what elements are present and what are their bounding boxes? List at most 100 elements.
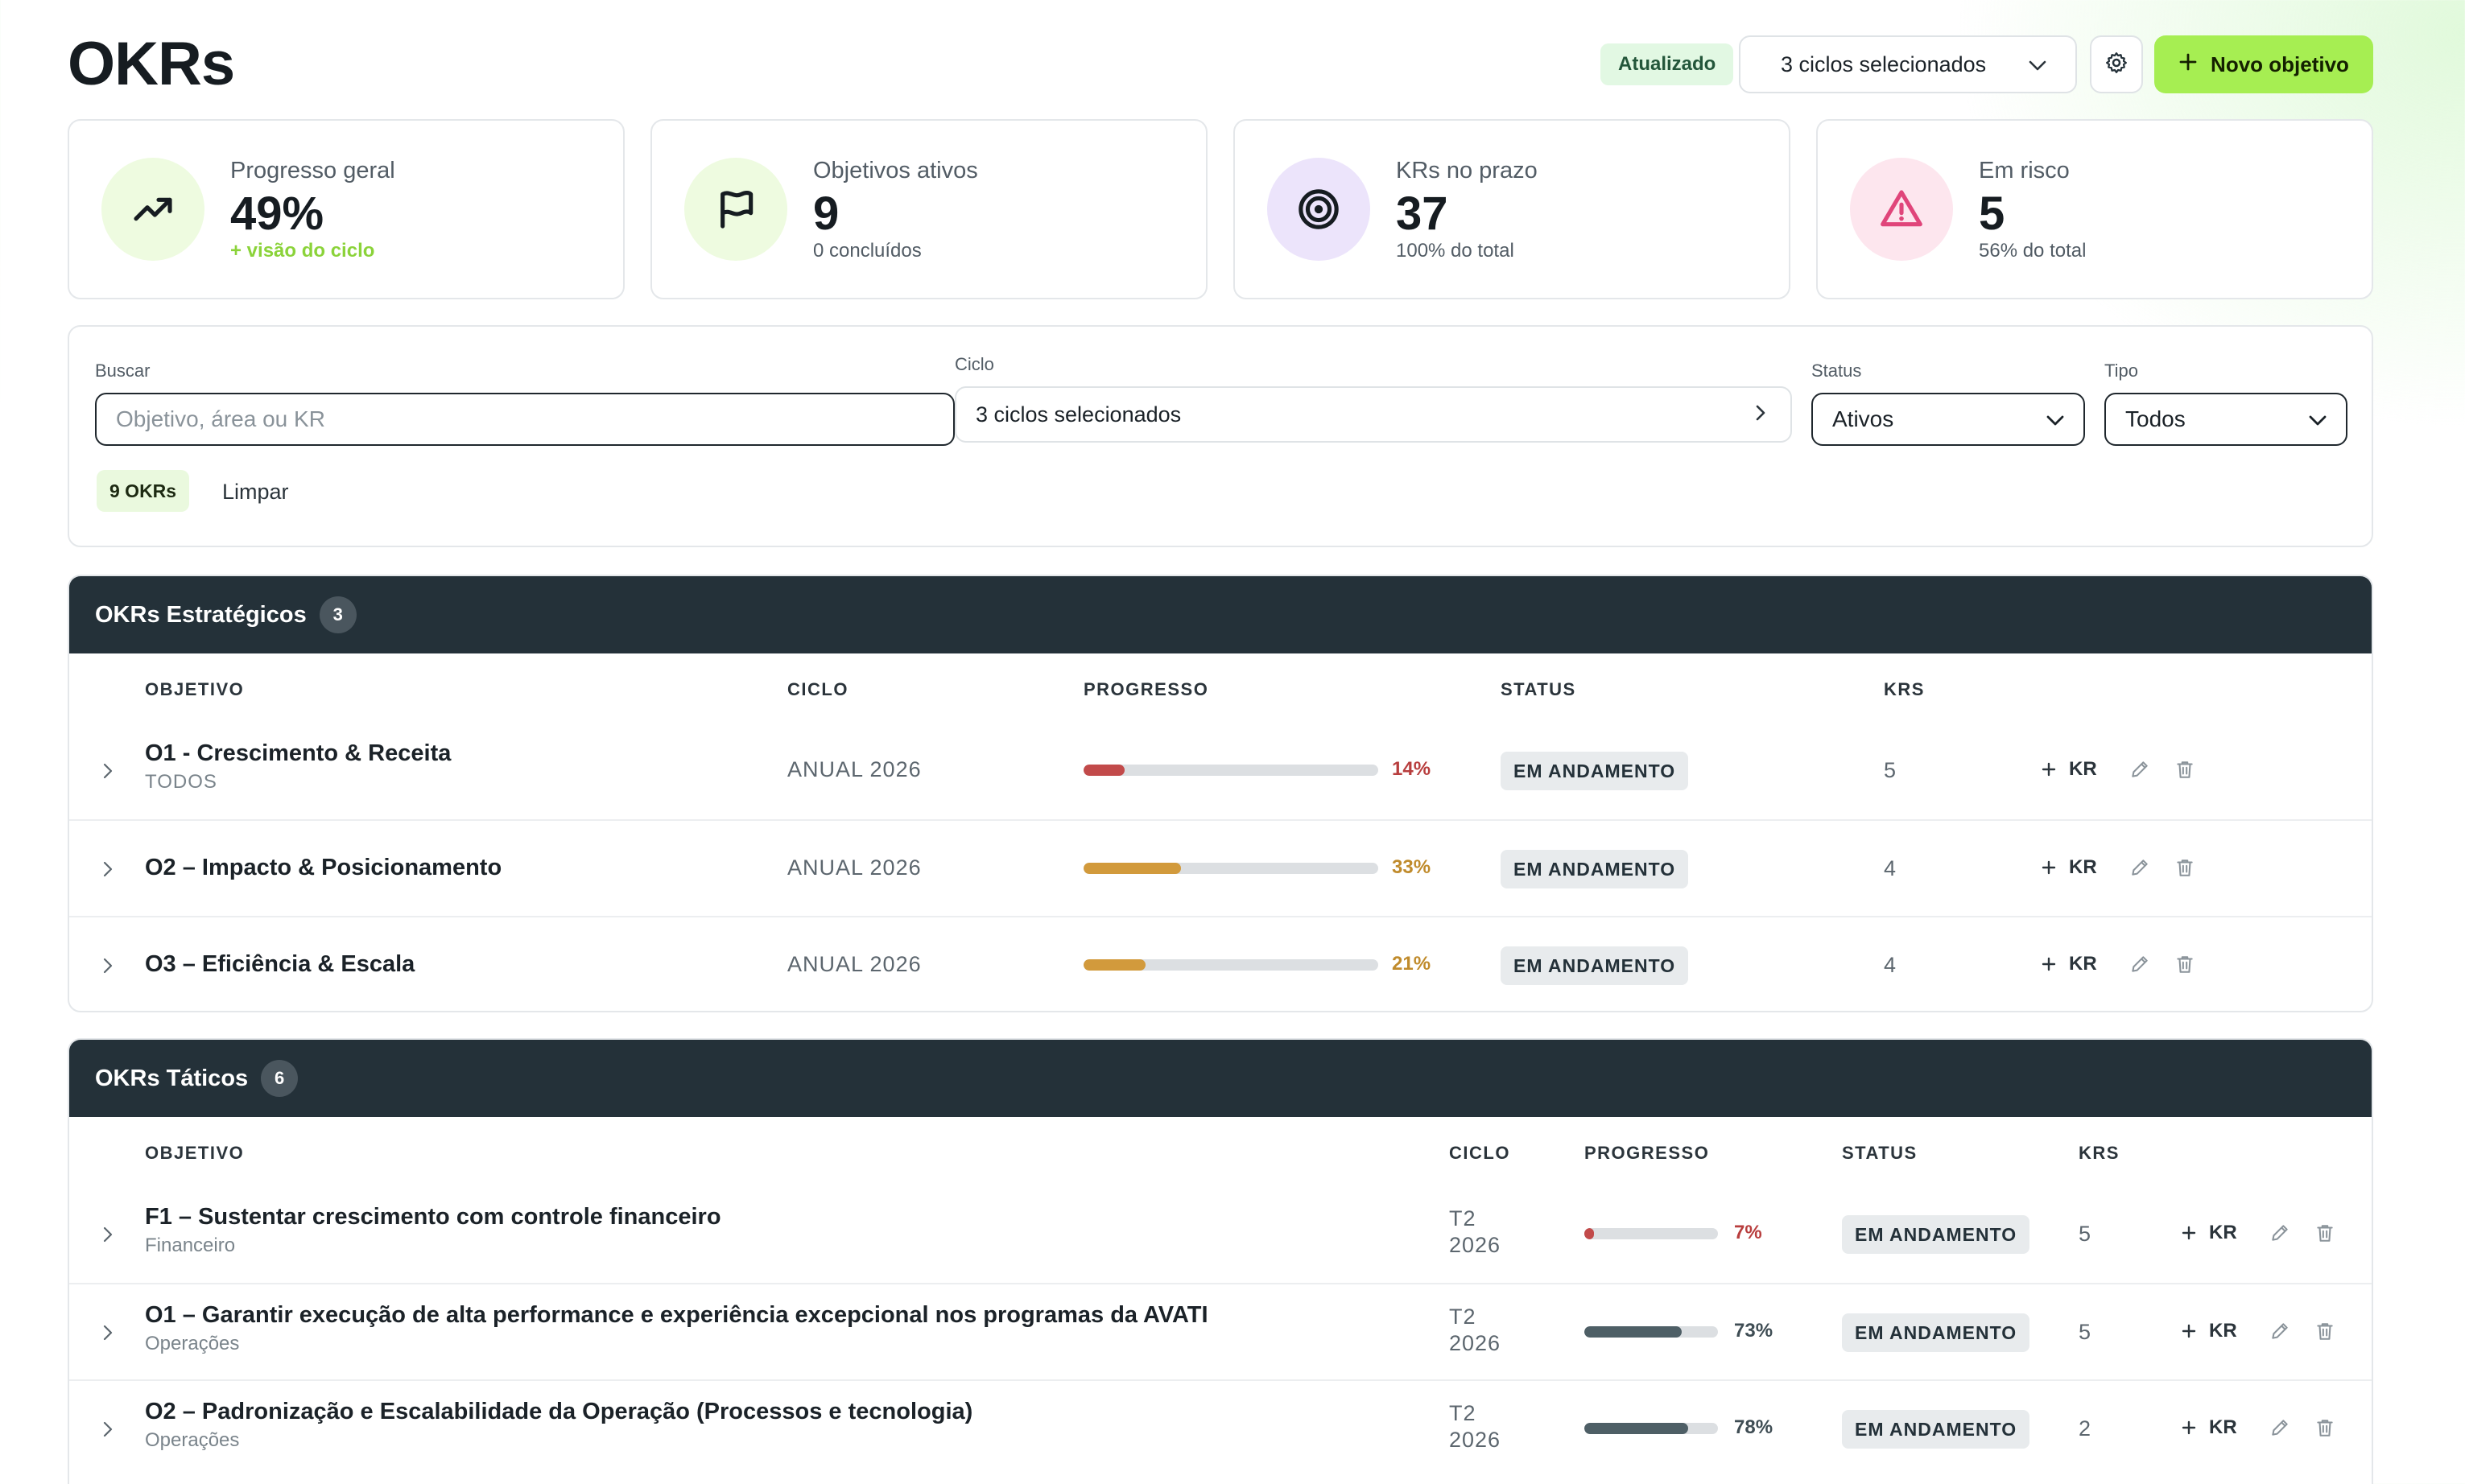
progress-label: 73% [1734, 1320, 1773, 1342]
objective-cycle: T2 2026 [1449, 1206, 1501, 1259]
status-badge: EM ANDAMENTO [1842, 1313, 2030, 1352]
plus-icon [2182, 1226, 2196, 1240]
progress-bar [1584, 1326, 1718, 1338]
col-objective: OBJETIVO [145, 1143, 245, 1163]
objective-cycle: ANUAL 2026 [787, 757, 922, 781]
trash-icon[interactable] [2312, 1318, 2338, 1344]
settings-button[interactable] [2090, 35, 2143, 93]
trash-icon[interactable] [2172, 951, 2198, 977]
clear-filters-button[interactable]: Limpar [222, 480, 289, 504]
kr-count: 5 [2079, 1320, 2091, 1344]
add-kr-label: KR [2069, 758, 2097, 780]
table-row[interactable]: O1 - Crescimento & Receita TODOS ANUAL 2… [69, 723, 2372, 819]
type-select-value: Todos [2125, 406, 2186, 431]
edit-icon[interactable] [2267, 1415, 2293, 1441]
kr-count: 4 [1884, 856, 1897, 880]
table-row[interactable]: O2 – Padronização e Escalabilidade da Op… [69, 1379, 2372, 1476]
chevron-right-icon[interactable] [98, 858, 118, 880]
strategic-okrs-section: OKRs Estratégicos 3 OBJETIVO CICLO PROGR… [68, 575, 2373, 1012]
warning-icon [1850, 158, 1953, 261]
progress-label: 33% [1392, 856, 1431, 878]
objective-area: Operações [145, 1429, 240, 1451]
add-kr-label: KR [2209, 1416, 2237, 1438]
col-cycle: CICLO [787, 679, 849, 699]
chevron-right-icon[interactable] [98, 954, 118, 977]
table-row[interactable]: F1 – Sustentar crescimento com controle … [69, 1186, 2372, 1283]
cycle-year: 2026 [1449, 1428, 1501, 1452]
type-select[interactable]: Todos [2104, 393, 2347, 446]
edit-icon[interactable] [2127, 855, 2153, 880]
new-objective-label: Novo objetivo [2211, 52, 2349, 76]
kr-count: 4 [1884, 953, 1897, 977]
col-krs: KRS [1884, 679, 1925, 699]
stat-sub: 56% do total [1979, 240, 2087, 262]
table-row[interactable]: O3 – Eficiência & Escala ANUAL 2026 21% … [69, 916, 2372, 1011]
plus-icon [2182, 1420, 2196, 1435]
chevron-right-icon[interactable] [98, 1321, 118, 1344]
table-row[interactable]: O2 – Impacto & Posicionamento ANUAL 2026… [69, 819, 2372, 916]
chevron-right-icon[interactable] [98, 1418, 118, 1441]
section-header: OKRs Estratégicos 3 [69, 576, 2372, 653]
edit-icon[interactable] [2267, 1220, 2293, 1246]
status-badge: EM ANDAMENTO [1501, 752, 1689, 790]
trash-icon[interactable] [2312, 1415, 2338, 1441]
objective-name[interactable]: O1 – Garantir execução de alta performan… [145, 1302, 1208, 1328]
stat-sub-link[interactable]: + visão do ciclo [230, 240, 375, 262]
add-kr-button[interactable]: KR [2182, 1320, 2237, 1342]
stat-card-active-objectives: Objetivos ativos 9 0 concluídos [650, 119, 1208, 299]
stat-card-overall-progress: Progresso geral 49% + visão do ciclo [68, 119, 625, 299]
add-kr-label: KR [2069, 856, 2097, 878]
stat-sub: 0 concluídos [813, 240, 922, 262]
page-title: OKRs [68, 30, 235, 98]
trash-icon[interactable] [2312, 1220, 2338, 1246]
edit-icon[interactable] [2267, 1318, 2293, 1344]
add-kr-button[interactable]: KR [2042, 856, 2097, 879]
col-progress: PROGRESSO [1084, 679, 1209, 699]
objective-cycle: T2 2026 [1449, 1400, 1501, 1453]
progress-bar [1584, 1228, 1718, 1239]
progress-bar [1084, 765, 1378, 776]
cycle-filter[interactable]: 3 ciclos selecionados [955, 386, 1792, 443]
search-input[interactable]: Objetivo, área ou KR [95, 393, 955, 446]
type-label: Tipo [2104, 361, 2138, 381]
new-objective-button[interactable]: Novo objetivo [2154, 35, 2373, 93]
add-kr-button[interactable]: KR [2182, 1222, 2237, 1244]
add-kr-button[interactable]: KR [2182, 1416, 2237, 1439]
kr-count: 5 [1884, 758, 1897, 782]
progress-bar [1084, 959, 1378, 971]
table-header: OBJETIVO CICLO PROGRESSO STATUS KRS [69, 1117, 2372, 1186]
objective-name[interactable]: O3 – Eficiência & Escala [145, 951, 415, 977]
add-kr-label: KR [2209, 1222, 2237, 1243]
trash-icon[interactable] [2172, 855, 2198, 880]
plus-icon [2182, 1324, 2196, 1338]
table-row[interactable]: O1 – Garantir execução de alta performan… [69, 1283, 2372, 1379]
progress-bar [1084, 863, 1378, 874]
add-kr-button[interactable]: KR [2042, 758, 2097, 781]
objective-area: Operações [145, 1333, 240, 1354]
objective-name[interactable]: O2 – Padronização e Escalabilidade da Op… [145, 1399, 973, 1424]
objective-cycle: T2 2026 [1449, 1304, 1501, 1357]
chevron-right-icon [1755, 402, 1766, 427]
cycle-term: T2 [1449, 1305, 1476, 1329]
plus-icon [2178, 52, 2198, 77]
chevron-right-icon[interactable] [98, 1223, 118, 1246]
section-count-badge: 6 [261, 1060, 299, 1097]
stat-value: 5 [1979, 188, 2005, 240]
add-kr-button[interactable]: KR [2042, 953, 2097, 975]
cycle-term: T2 [1449, 1206, 1476, 1230]
chevron-right-icon[interactable] [98, 760, 118, 782]
status-badge: EM ANDAMENTO [1842, 1410, 2030, 1449]
objective-name[interactable]: O1 - Crescimento & Receita [145, 740, 452, 766]
objective-area: Financeiro [145, 1235, 236, 1256]
stat-value: 49% [230, 188, 324, 240]
objective-cycle: ANUAL 2026 [787, 855, 922, 880]
cycle-selector[interactable]: 3 ciclos selecionados [1739, 35, 2077, 93]
edit-icon[interactable] [2127, 756, 2153, 782]
col-objective: OBJETIVO [145, 679, 245, 699]
trash-icon[interactable] [2172, 756, 2198, 782]
objective-name[interactable]: F1 – Sustentar crescimento com controle … [145, 1204, 721, 1230]
edit-icon[interactable] [2127, 951, 2153, 977]
status-badge: EM ANDAMENTO [1501, 946, 1689, 985]
status-select[interactable]: Ativos [1811, 393, 2085, 446]
objective-name[interactable]: O2 – Impacto & Posicionamento [145, 855, 502, 880]
